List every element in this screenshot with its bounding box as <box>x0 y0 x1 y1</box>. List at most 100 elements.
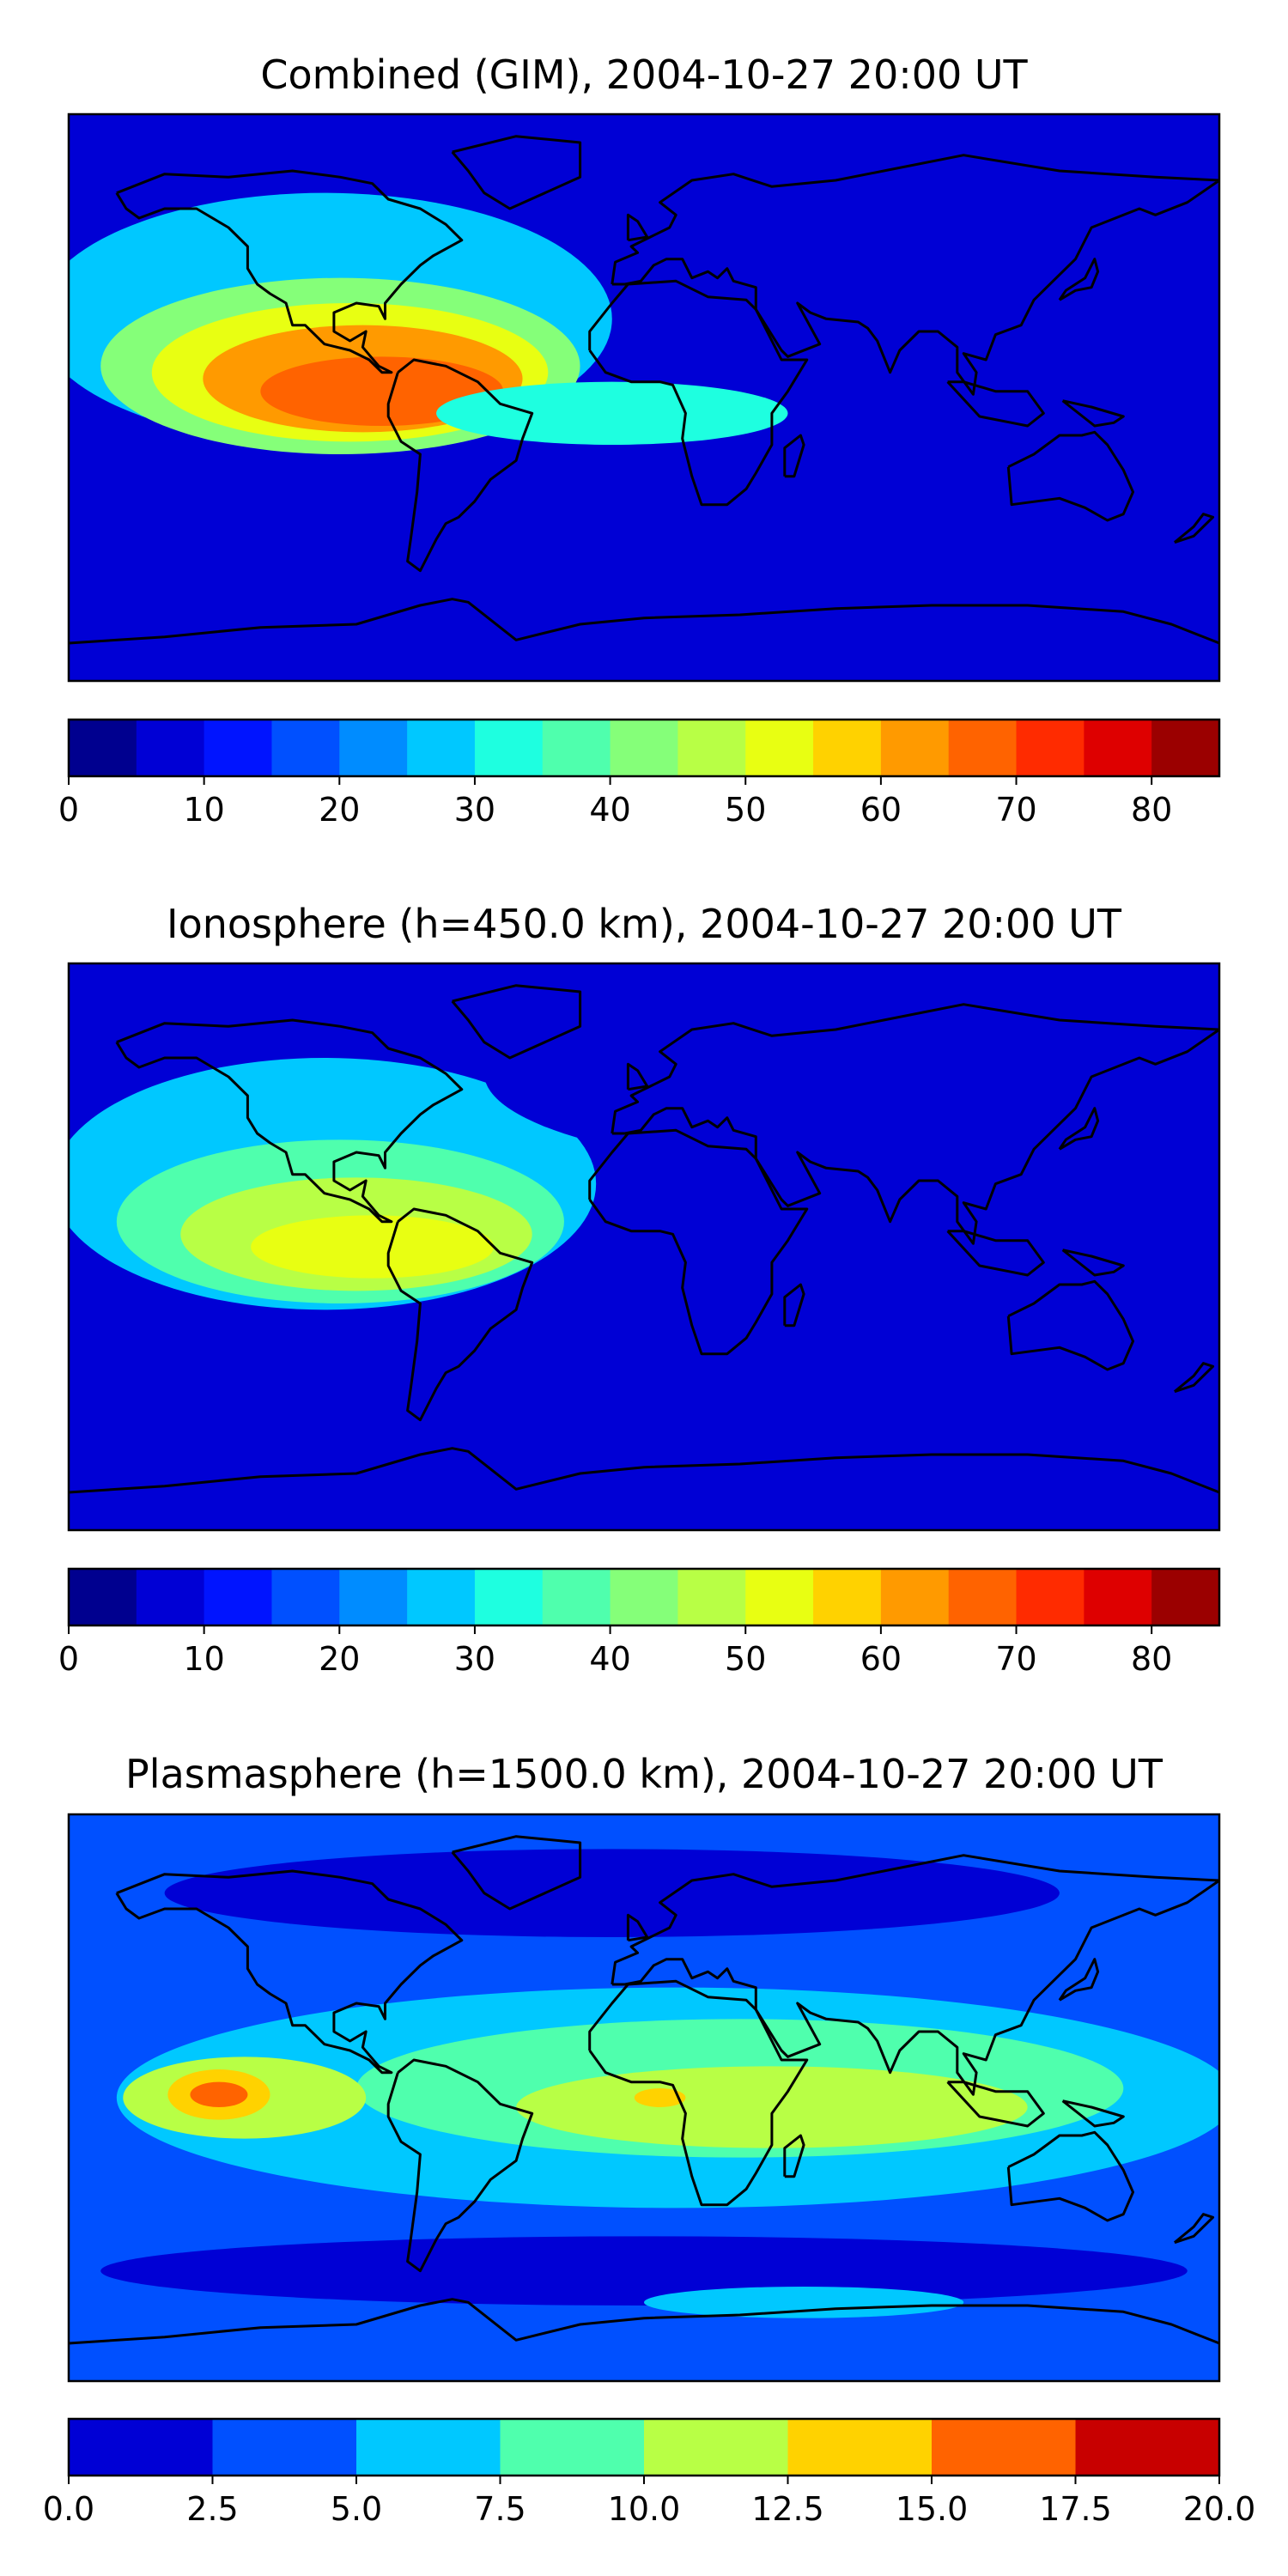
colorbar-segment <box>932 2419 1076 2476</box>
colorbar-segment <box>948 720 1018 776</box>
field <box>69 963 1219 1530</box>
colorbar-segment <box>677 720 746 776</box>
colorbar-tick-label: 80 <box>1131 1640 1172 1678</box>
colorbar-segment <box>136 720 205 776</box>
colorbar-segment <box>787 2419 933 2476</box>
coastline-australia <box>1006 430 1134 522</box>
colorbar-segment <box>677 1569 746 1625</box>
colorbar-tick-label: 15.0 <box>896 2490 969 2528</box>
colorbar-segment <box>542 720 611 776</box>
coastline-greenland <box>451 1835 582 1911</box>
colorbar-tick-label: 40 <box>589 1640 630 1678</box>
coastline-new-zealand <box>1173 1362 1215 1394</box>
coastline-greenland <box>451 135 582 210</box>
colorbar-segment <box>339 720 408 776</box>
colorbar-segment <box>271 720 340 776</box>
colorbar-frame <box>67 1567 1221 1627</box>
colorbar-tick-label: 70 <box>995 1640 1036 1678</box>
coastline-australia <box>1006 1279 1134 1371</box>
colorbar-segment <box>1084 1569 1152 1625</box>
colorbar-tick-label: 30 <box>454 1640 495 1678</box>
coastline-japan <box>1058 1958 1100 2002</box>
colorbar-segment <box>474 720 544 776</box>
coastline-madagascar <box>783 1283 805 1327</box>
colorbar-tick-label: 10.0 <box>608 2490 681 2528</box>
coastlines <box>69 1835 1219 2345</box>
contour-southern-ocean-low <box>611 1351 1188 1426</box>
colorbar-tick-label: 60 <box>860 1640 902 1678</box>
colorbar-tick-label: 12.5 <box>751 2490 824 2528</box>
coastline-uk <box>626 1913 649 1942</box>
coastline-new-zealand <box>1173 513 1215 544</box>
coastline-south-america <box>386 358 534 573</box>
colorbar-tick-label: 20.0 <box>1183 2490 1256 2528</box>
colorbar-segment <box>356 2419 501 2476</box>
colorbar-tick-label: 70 <box>995 791 1036 829</box>
panel-ionosphere: Ionosphere (h=450.0 km), 2004-10-27 20:0… <box>58 901 1221 1678</box>
colorbar-segment <box>610 720 678 776</box>
colorbar-segment <box>880 1569 950 1625</box>
contour-africa-spot <box>634 2088 686 2107</box>
coastline-south-america <box>386 1207 534 1422</box>
panel-title: Plasmasphere (h=1500.0 km), 2004-10-27 2… <box>125 1751 1163 1797</box>
coastline-australia <box>1006 2130 1134 2222</box>
colorbar-segment <box>136 1569 205 1625</box>
colorbar-segment <box>813 1569 882 1625</box>
colorbar-tick-label: 10 <box>183 791 224 829</box>
coastline-south-america <box>386 2058 534 2273</box>
coastline-antarctica <box>69 2298 1219 2345</box>
colorbar-tick-label: 50 <box>725 791 766 829</box>
contour-north-polar-low <box>164 1849 1060 1938</box>
colorbar-segment <box>1151 720 1220 776</box>
coastline-indonesia <box>946 380 1045 428</box>
panel-title: Ionosphere (h=450.0 km), 2004-10-27 20:0… <box>167 901 1122 947</box>
colorbar-tick-label: 30 <box>454 791 495 829</box>
colorbar-segment <box>1016 1569 1084 1625</box>
contour-pacific-high-3 <box>190 2081 248 2107</box>
colorbar-tick-label: 50 <box>725 1640 766 1678</box>
coastline-new-guinea <box>1061 399 1125 428</box>
colorbar-tick-label: 80 <box>1131 791 1172 829</box>
colorbar-tick-label: 17.5 <box>1039 2490 1112 2528</box>
colorbar-segment <box>69 1569 137 1625</box>
coastlines <box>69 135 1219 645</box>
colorbar-segment <box>271 1569 340 1625</box>
contour-south-polar-low <box>100 2236 1188 2306</box>
coastline-new-zealand <box>1173 2213 1215 2245</box>
map-frame <box>67 1813 1221 2383</box>
contour-atlantic-band <box>436 381 788 445</box>
coastline-north-america <box>115 1869 464 2075</box>
colorbar-tick-label: 0 <box>58 1640 79 1678</box>
coastlines <box>69 984 1219 1494</box>
colorbar-segment <box>880 720 950 776</box>
coastline-eurasia <box>611 1854 1219 2096</box>
coastline-eurasia <box>611 1003 1219 1245</box>
panel-title: Combined (GIM), 2004-10-27 20:00 UT <box>260 52 1028 98</box>
colorbar-segment <box>1151 1569 1220 1625</box>
colorbar-segment <box>542 1569 611 1625</box>
colorbar-tick-label: 10 <box>183 1640 224 1678</box>
colorbar-tick-label: 5.0 <box>331 2490 382 2528</box>
coastline-new-guinea <box>1061 1249 1125 1277</box>
map-frame <box>67 112 1221 683</box>
colorbar-segment <box>407 720 476 776</box>
colorbar-segment <box>610 1569 678 1625</box>
colorbar-segment <box>745 1569 814 1625</box>
contour-north-polar-low <box>420 120 1124 234</box>
coastline-madagascar <box>783 434 805 478</box>
field <box>69 114 1219 681</box>
colorbar-segment <box>339 1569 408 1625</box>
colorbar-segment <box>204 720 272 776</box>
colorbar-ionosphere: 0 10 20 30 40 50 60 70 80 <box>58 1567 1221 1678</box>
colorbar-tick-label: 60 <box>860 791 902 829</box>
colorbar-segment <box>69 2419 213 2476</box>
colorbar-combined: 0 10 20 30 40 50 60 70 80 <box>58 718 1221 829</box>
colorbar-segment <box>212 2419 357 2476</box>
coastline-uk <box>626 213 649 242</box>
colorbar-segment <box>407 1569 476 1625</box>
colorbar-segment <box>1084 720 1152 776</box>
colorbar-segment <box>474 1569 544 1625</box>
coastline-indonesia <box>946 1230 1045 1277</box>
coastline-africa <box>588 279 809 507</box>
